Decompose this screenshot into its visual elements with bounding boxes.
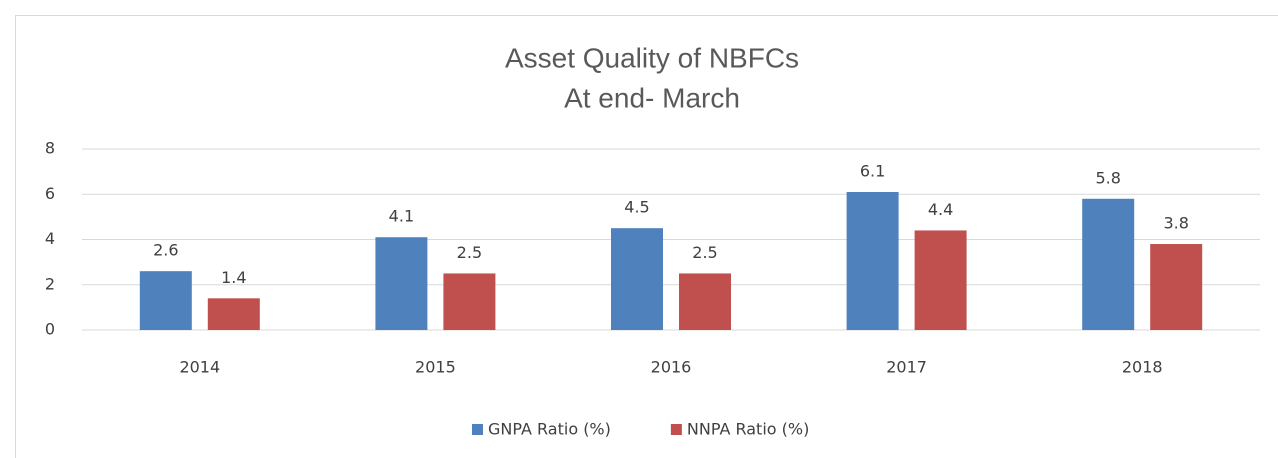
data-label: 3.8 <box>1163 214 1188 233</box>
x-tick-label: 2014 <box>179 358 220 377</box>
bar <box>207 298 260 330</box>
x-tick-label: 2015 <box>415 358 456 377</box>
y-tick-label: 2 <box>45 274 55 293</box>
data-label: 2.5 <box>692 243 717 262</box>
bar <box>443 273 496 330</box>
y-tick-label: 0 <box>45 320 55 339</box>
bar <box>679 273 731 330</box>
bar <box>1082 198 1135 330</box>
bar <box>611 228 663 330</box>
legend-swatch <box>472 424 483 435</box>
data-label: 2.6 <box>153 241 178 260</box>
data-label: 4.5 <box>624 198 649 217</box>
data-label: 2.5 <box>457 243 482 262</box>
x-tick-label: 2018 <box>1122 358 1163 377</box>
x-tick-label: 2017 <box>886 358 927 377</box>
bar <box>1150 244 1203 330</box>
chart-subtitle: At end- March <box>564 82 740 113</box>
bar <box>846 191 899 330</box>
y-tick-label: 4 <box>45 229 55 248</box>
data-label: 6.1 <box>860 161 885 180</box>
y-tick-label: 6 <box>45 184 55 203</box>
data-label: 5.8 <box>1095 168 1120 187</box>
legend-label: GNPA Ratio (%) <box>488 420 611 439</box>
y-tick-label: 8 <box>45 139 55 158</box>
data-label: 4.4 <box>928 200 953 219</box>
legend-label: NNPA Ratio (%) <box>687 420 809 439</box>
bar <box>914 230 967 330</box>
data-label: 4.1 <box>389 207 414 226</box>
x-tick-label: 2016 <box>651 358 692 377</box>
data-label: 1.4 <box>221 268 246 287</box>
legend-swatch <box>670 424 682 435</box>
bar <box>375 237 428 330</box>
chart-title: Asset Quality of NBFCs <box>505 42 799 73</box>
bar <box>139 271 192 330</box>
